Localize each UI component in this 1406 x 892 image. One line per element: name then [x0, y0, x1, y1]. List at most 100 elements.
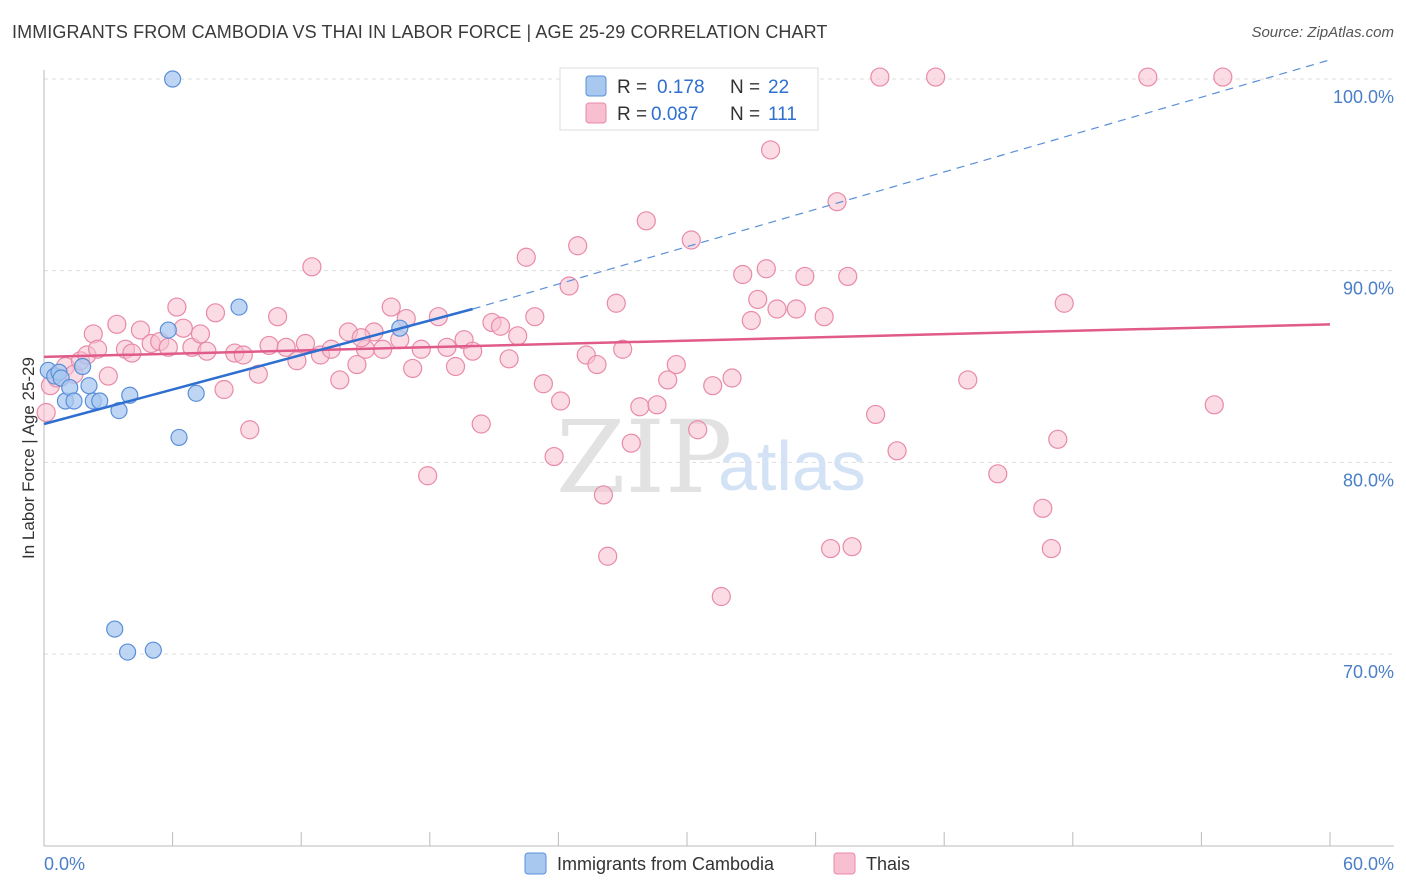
axes	[43, 70, 1394, 847]
bottom-legend-label-thais: Thais	[866, 854, 910, 874]
watermark-zip: ZIP	[556, 399, 732, 516]
thais-point-75	[658, 370, 678, 390]
y-tick-labels: 70.0% 80.0% 90.0% 100.0%	[1333, 87, 1394, 682]
thais-point-64	[568, 236, 588, 256]
thais-point-104	[1054, 293, 1074, 313]
thais-point-29	[268, 307, 288, 327]
thais-point-79	[703, 376, 723, 396]
cambodia-point-21	[164, 70, 182, 88]
thais-point-59	[525, 307, 545, 327]
grid-lines	[44, 78, 1394, 655]
thais-point-67	[593, 485, 614, 505]
cambodia-point-14	[170, 428, 188, 447]
thais-point-98	[926, 67, 946, 87]
thais-point-70	[613, 339, 633, 359]
thais-point-23	[214, 379, 234, 400]
thais-point-83	[741, 310, 761, 331]
y-tick-label-100: 100.0%	[1333, 87, 1394, 107]
thais-point-8	[87, 339, 108, 359]
thais-point-33	[302, 257, 322, 277]
bottom-legend-swatch-thais	[833, 852, 856, 875]
thais-point-46	[411, 339, 431, 359]
thais-point-60	[533, 374, 553, 394]
x-ticks	[43, 832, 1331, 846]
thais-point-84	[748, 289, 768, 310]
cambodia-point-18	[106, 620, 124, 638]
thais-point-91	[821, 538, 841, 559]
thais-point-25	[233, 345, 253, 365]
thais-point-94	[838, 266, 858, 287]
bottom-legend-swatch-cambodia	[524, 852, 547, 875]
thais-point-69	[606, 293, 626, 313]
y-tick-label-90: 90.0%	[1343, 279, 1394, 299]
cambodia-point-6	[65, 392, 83, 410]
legend-n-label-thais: N =	[730, 104, 760, 125]
y-tick-label-80: 80.0%	[1343, 470, 1394, 490]
legend-r-value-cambodia: 0.178	[657, 77, 705, 98]
thais-point-32	[295, 333, 316, 354]
cambodia-point-8	[80, 377, 98, 395]
legend-n-label-cambodia: N =	[730, 77, 760, 98]
thais-point-53	[471, 414, 491, 434]
thais-point-56	[499, 349, 519, 369]
thais-point-0	[36, 402, 56, 423]
legend-r-label-thais: R =	[617, 104, 647, 125]
thais-point-100	[988, 464, 1008, 484]
thais-point-26	[240, 420, 260, 440]
series-thais-points	[36, 67, 1233, 607]
thais-point-27	[248, 364, 268, 384]
thais-point-12	[122, 343, 142, 363]
thais-point-17	[167, 297, 187, 317]
thais-point-55	[490, 316, 511, 336]
legend-r-value-thais: 0.087	[651, 104, 699, 125]
y-axis-label: In Labor Force | Age 25-29	[19, 357, 38, 559]
thais-trend-line	[43, 323, 1331, 359]
bottom-legend-label-cambodia: Immigrants from Cambodia	[557, 854, 775, 874]
thais-point-42	[381, 297, 401, 317]
thais-point-74	[647, 395, 667, 415]
source-credit: Source: ZipAtlas.com	[1251, 24, 1394, 41]
cambodia-point-7	[73, 357, 92, 376]
thais-point-103	[1048, 429, 1068, 449]
thais-point-47	[418, 466, 438, 486]
thais-point-93	[842, 537, 862, 557]
thais-point-78	[688, 420, 708, 440]
thais-point-77	[681, 230, 701, 250]
thais-point-63	[559, 276, 579, 296]
thais-point-72	[630, 397, 650, 417]
thais-point-97	[887, 441, 907, 461]
x-tick-label-max: 60.0%	[1343, 854, 1394, 874]
thais-point-45	[403, 358, 423, 379]
correlation-legend: R = 0.178 N = 22 R = 0.087 N = 111	[559, 67, 819, 131]
thais-point-73	[636, 211, 656, 231]
trend-lines	[43, 59, 1331, 426]
legend-swatch-thais	[585, 102, 607, 124]
chart-title: IMMIGRANTS FROM CAMBODIA VS THAI IN LABO…	[12, 22, 828, 42]
cambodia-point-19	[118, 643, 137, 661]
cambodia-trend-line	[43, 307, 473, 426]
thais-point-58	[516, 247, 536, 267]
legend-r-label-cambodia: R =	[617, 77, 647, 98]
cambodia-point-20	[144, 641, 162, 659]
thais-point-88	[786, 299, 806, 319]
thais-point-57	[508, 326, 528, 346]
cambodia-point-15	[187, 384, 205, 402]
legend-n-value-cambodia: 22	[768, 77, 789, 98]
thais-point-102	[1041, 538, 1061, 559]
thais-point-9	[98, 366, 118, 386]
thais-point-38	[347, 354, 367, 375]
watermark: ZIP atlas	[556, 399, 866, 516]
x-tick-label-min: 0.0%	[44, 854, 85, 874]
thais-point-82	[733, 264, 753, 285]
thais-point-71	[621, 433, 641, 453]
thais-point-68	[598, 546, 618, 566]
thais-point-89	[795, 266, 815, 287]
legend-swatch-cambodia	[585, 75, 607, 97]
thais-point-62	[550, 391, 571, 411]
series-cambodia-points	[39, 70, 409, 661]
thais-point-99	[958, 370, 978, 390]
thais-point-95	[866, 404, 886, 425]
thais-point-21	[197, 341, 217, 361]
thais-point-81	[722, 368, 742, 388]
